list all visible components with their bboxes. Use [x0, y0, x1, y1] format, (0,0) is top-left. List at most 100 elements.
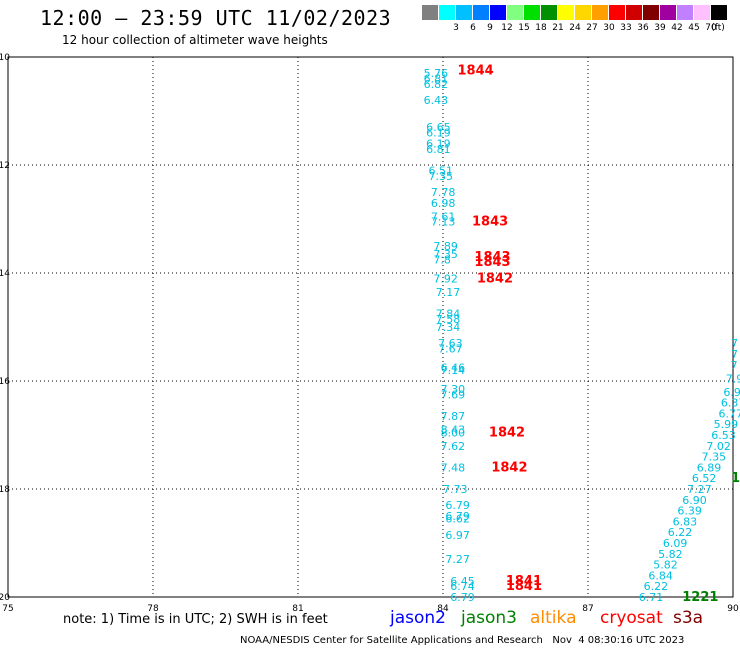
wave-height-label: 6.83 — [673, 515, 698, 528]
wave-height-label: 7.9 — [726, 372, 740, 385]
wave-height-label: 7.67 — [438, 343, 463, 356]
wave-height-label: 7.63 — [438, 337, 463, 350]
longitude-tick-label: 75 — [2, 604, 13, 614]
wave-height-label: 6.9 — [723, 386, 740, 399]
legend-label: 6 — [470, 23, 476, 33]
wave-height-label: 6.37 — [721, 397, 740, 410]
legend-swatch — [558, 5, 574, 20]
wave-height-label: 6.19 — [426, 137, 451, 150]
wave-height-label: 6.81 — [426, 143, 451, 156]
wave-height-label: 6.77 — [719, 407, 740, 420]
longitude-tick-label: 87 — [582, 604, 593, 614]
credit-line: NOAA/NESDIS Center for Satellite Applica… — [240, 635, 685, 646]
legend-label: 9 — [487, 23, 493, 33]
pass-time-label: 1843 — [474, 255, 510, 270]
wave-height-label: 6.62 — [445, 513, 470, 526]
legend-swatch — [643, 5, 659, 20]
legend-swatch — [694, 5, 710, 20]
legend-swatch — [456, 5, 472, 20]
latitude-tick-label: -16 — [0, 377, 10, 387]
legend-swatch — [711, 5, 727, 20]
wave-height-label: 6.98 — [431, 197, 456, 210]
latitude-tick-label: -18 — [0, 485, 10, 495]
legend-swatch — [609, 5, 625, 20]
wave-height-label: 6.39 — [677, 505, 702, 518]
wave-height-label: 5.82 — [658, 548, 683, 561]
pass-time-label: 1843 — [474, 250, 510, 265]
wave-height-label: 5.99 — [714, 418, 739, 431]
pass-time-label: 1843 — [472, 215, 508, 230]
legend-swatch — [626, 5, 642, 20]
wave-height-label: 6.79 — [445, 499, 470, 512]
wave-height-label: 7.34 — [436, 321, 461, 334]
wave-height-label: 7.69 — [441, 389, 466, 402]
wave-height-label: 7.35 — [433, 248, 458, 261]
legend-label: 15 — [518, 23, 530, 33]
wave-height-label: 6.53 — [711, 429, 736, 442]
latitude-tick-label: -10 — [0, 53, 10, 63]
pass-time-label: 1842 — [489, 425, 525, 440]
wave-height-label: 6.81 — [424, 73, 449, 86]
pass-time-label: 1842 — [491, 460, 527, 475]
wave-height-label: 5.76 — [424, 67, 449, 80]
legend-label: 30 — [603, 23, 615, 33]
wave-height-label: 6.74 — [450, 580, 475, 593]
legend-swatch — [592, 5, 608, 20]
pass-time-label: 1221 — [682, 590, 718, 605]
wave-height-label: 7.35 — [702, 451, 727, 464]
longitude-tick-label: 78 — [147, 604, 159, 614]
wave-height-label: 7.92 — [433, 272, 458, 285]
wave-height-label: 7.89 — [433, 240, 458, 253]
map-title: 12:00 — 23:59 UTC 11/02/2023 — [40, 6, 392, 30]
legend-label: 3 — [453, 23, 459, 33]
latitude-tick-label: -14 — [0, 269, 10, 279]
wave-height-label: 5.82 — [653, 559, 678, 572]
pass-time-label: 1841 — [506, 574, 542, 589]
legend-swatch — [575, 5, 591, 20]
wave-height-label: 7.14 — [441, 364, 466, 377]
legend-label: 33 — [620, 23, 632, 33]
wave-height-label: 6.65 — [426, 121, 451, 134]
wave-height-label: 6.45 — [450, 575, 475, 588]
legend-label: 24 — [569, 23, 581, 33]
pass-time-label: 1842 — [477, 271, 513, 286]
wave-height-label: 6.22 — [668, 526, 693, 539]
satellite-label-jason2: jason2 — [390, 608, 446, 628]
wave-height-label: 6.84 — [648, 569, 673, 582]
legend-label: 27 — [586, 23, 598, 33]
legend-swatch — [439, 5, 455, 20]
wave-height-label: 7.02 — [706, 440, 731, 453]
wave-height-label: 7.61 — [431, 210, 456, 223]
legend-swatch — [660, 5, 676, 20]
pass-time-label: 1841 — [506, 579, 542, 594]
legend-label: 18 — [535, 23, 547, 33]
legend-label: 12 — [501, 23, 513, 33]
wave-height-label: 6.82 — [424, 78, 449, 91]
legend-unit: (ft) — [711, 23, 725, 33]
wave-height-label: 6.89 — [697, 461, 722, 474]
legend-label: 42 — [671, 23, 683, 33]
pass-time-label: 1 — [731, 471, 740, 486]
map-subtitle: 12 hour collection of altimeter wave hei… — [62, 33, 328, 47]
wave-height-label: 7.62 — [441, 440, 466, 453]
wave-height-label: 6.46 — [441, 362, 466, 375]
satellite-label-jason3: jason3 — [461, 608, 517, 628]
legend-label: 70 — [705, 23, 717, 33]
wave-height-label: 7.48 — [441, 461, 466, 474]
wave-height-label: 7 — [731, 359, 738, 372]
wave-height-label: 6.19 — [426, 127, 451, 140]
wave-height-label: 7.87 — [441, 410, 466, 423]
wave-height-label: 7.13 — [431, 216, 456, 229]
wave-height-label: 7.78 — [431, 186, 456, 199]
wave-height-label: 6.79 — [450, 591, 475, 604]
wave-height-label: 7.58 — [436, 313, 461, 326]
legend-label: 36 — [637, 23, 649, 33]
legend-swatch — [524, 5, 540, 20]
legend-swatch — [541, 5, 557, 20]
longitude-tick-label: 84 — [437, 604, 449, 614]
latitude-tick-label: -12 — [0, 161, 10, 171]
wave-height-label: 7 — [731, 337, 738, 350]
wave-height-label: 6.43 — [424, 94, 449, 107]
longitude-tick-label: 81 — [292, 604, 303, 614]
wave-height-label: 6.90 — [682, 494, 707, 507]
